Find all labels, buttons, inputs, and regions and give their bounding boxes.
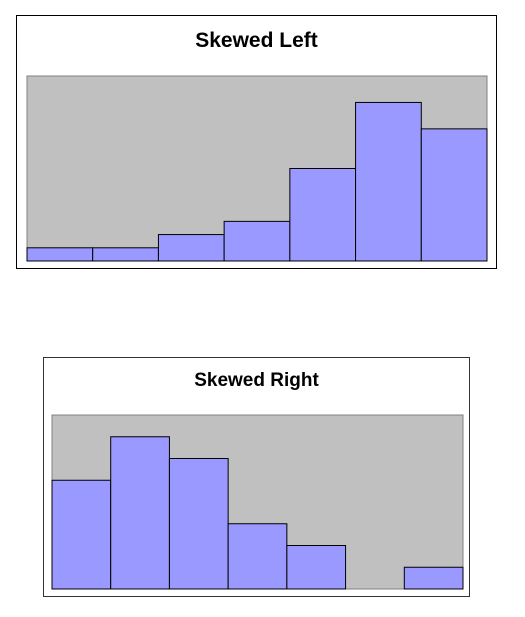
histogram-bar — [223, 220, 291, 262]
histogram-bar — [420, 128, 488, 262]
histogram-bar — [26, 247, 94, 262]
histogram-bar — [110, 436, 170, 590]
skewed-right-plot-area — [51, 414, 464, 590]
skewed-left-chart: Skewed Left — [16, 15, 497, 269]
histogram-bar — [92, 247, 159, 262]
histogram-bar — [168, 458, 229, 590]
histogram-bar — [355, 101, 422, 262]
skewed-right-chart: Skewed Right — [43, 357, 470, 597]
histogram-bar — [289, 168, 357, 262]
chart-title: Skewed Left — [195, 29, 318, 52]
histogram-bar — [286, 545, 347, 590]
histogram-bar — [51, 479, 112, 590]
histogram-bar — [403, 566, 464, 590]
chart-title: Skewed Right — [194, 370, 319, 391]
skewed-left-plot-area — [26, 75, 488, 262]
histogram-bar — [227, 523, 288, 590]
histogram-bar — [157, 234, 225, 262]
